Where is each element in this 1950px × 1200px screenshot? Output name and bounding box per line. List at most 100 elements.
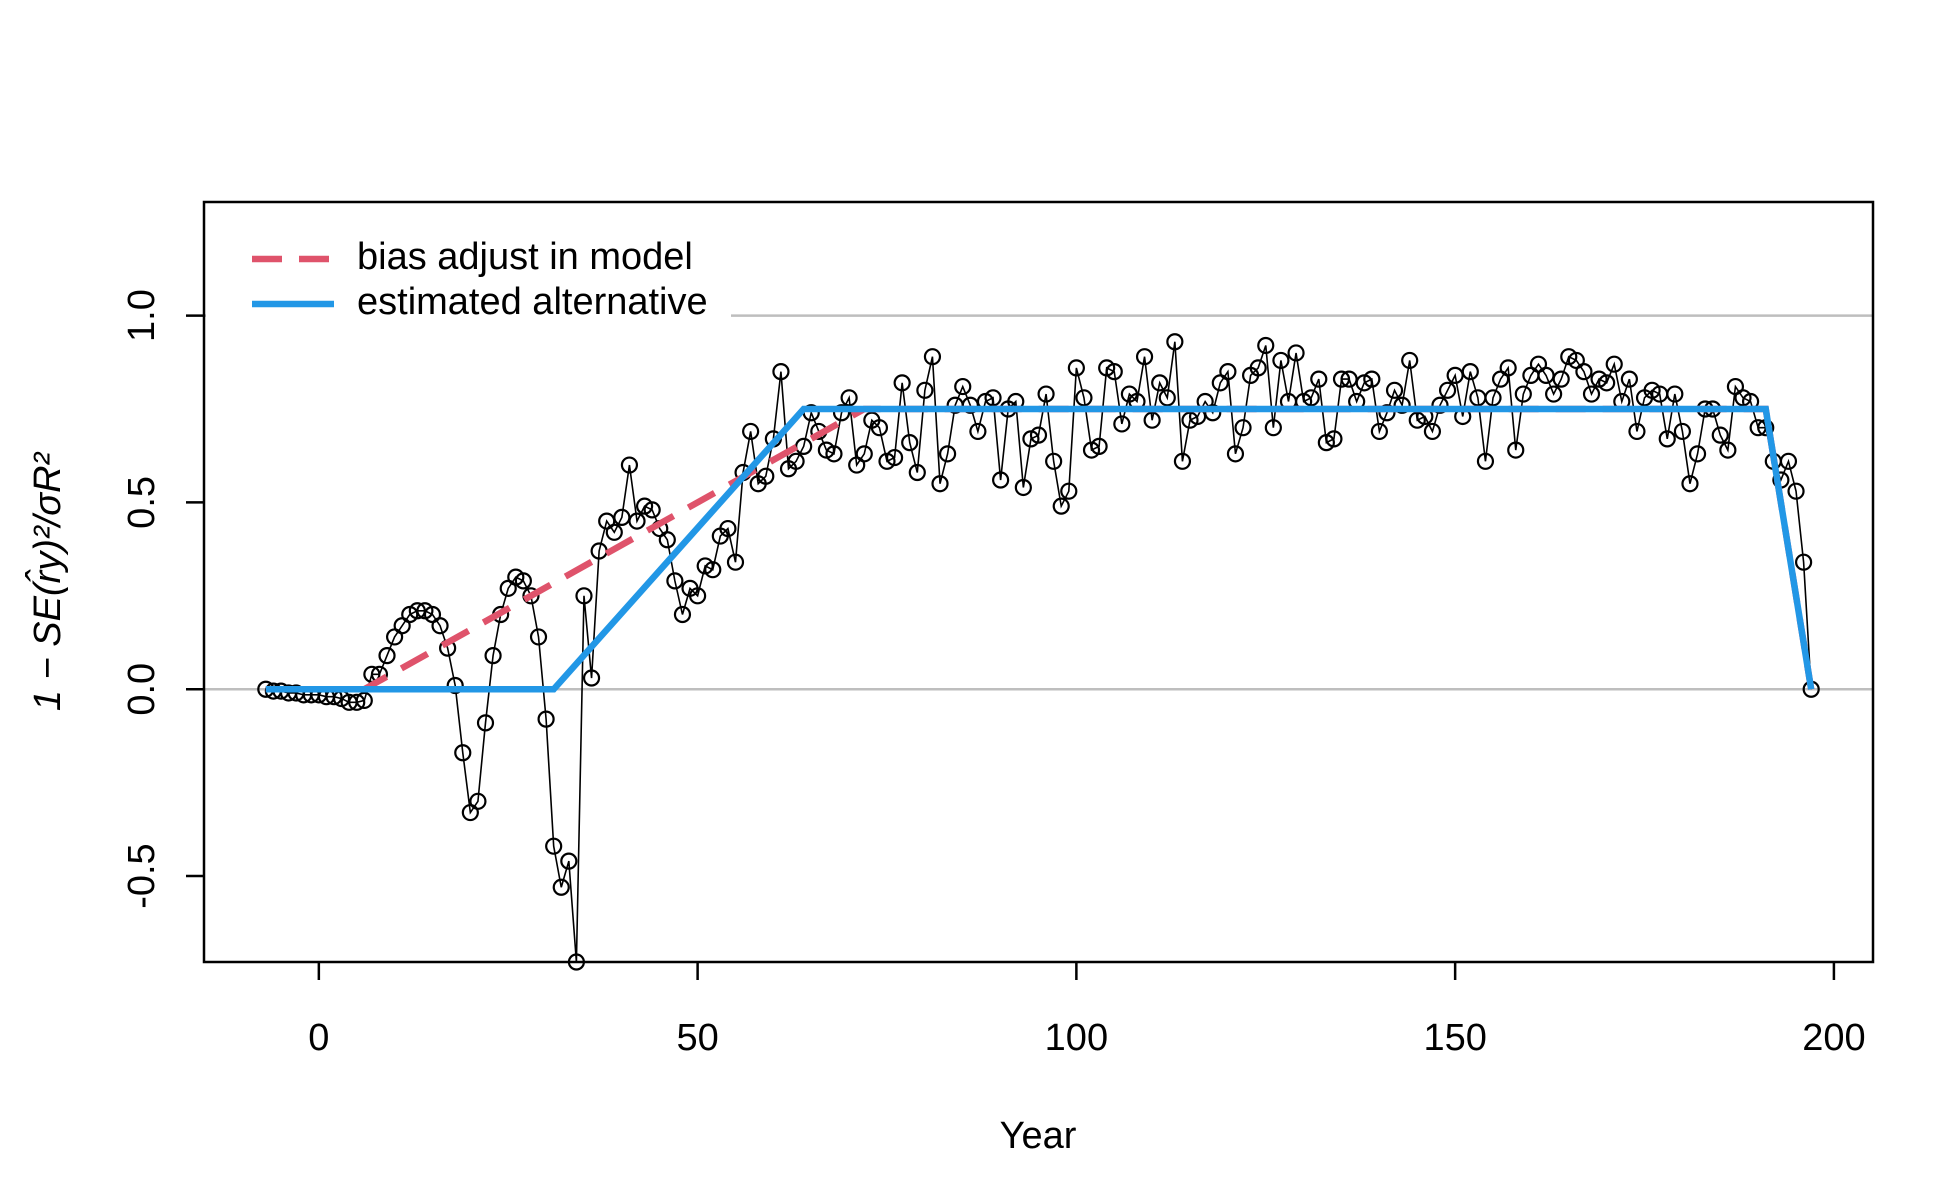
point bbox=[825, 445, 843, 463]
point bbox=[446, 676, 464, 695]
point bbox=[1370, 422, 1388, 441]
point bbox=[885, 448, 904, 467]
point bbox=[855, 445, 873, 463]
point bbox=[476, 714, 495, 732]
point bbox=[1204, 404, 1222, 422]
point bbox=[620, 456, 639, 474]
point bbox=[992, 471, 1010, 489]
y-tick-label: 1.0 bbox=[121, 289, 163, 342]
point bbox=[1363, 370, 1381, 388]
point bbox=[916, 381, 934, 399]
point bbox=[1158, 389, 1176, 407]
point bbox=[1151, 374, 1169, 392]
point bbox=[537, 710, 555, 728]
point bbox=[1332, 370, 1351, 388]
point bbox=[1658, 430, 1676, 448]
point bbox=[1431, 396, 1449, 414]
x-tick-label: 150 bbox=[1423, 1017, 1486, 1059]
point bbox=[1143, 411, 1161, 429]
point bbox=[1385, 381, 1404, 399]
point bbox=[1795, 553, 1813, 571]
point bbox=[1620, 370, 1638, 388]
point bbox=[1287, 344, 1305, 362]
point bbox=[1476, 452, 1495, 470]
point bbox=[1045, 452, 1063, 470]
y-tick-label: -0.5 bbox=[121, 843, 163, 908]
point bbox=[514, 572, 532, 590]
point bbox=[1037, 385, 1055, 403]
point bbox=[1310, 370, 1328, 388]
x-tick-label: 200 bbox=[1802, 1017, 1865, 1059]
point bbox=[628, 512, 646, 530]
point bbox=[840, 389, 858, 407]
point bbox=[658, 531, 676, 549]
point bbox=[1514, 385, 1532, 403]
point bbox=[1499, 359, 1517, 377]
point bbox=[1234, 419, 1252, 437]
x-tick-label: 100 bbox=[1045, 1017, 1108, 1059]
point bbox=[1257, 336, 1275, 355]
point bbox=[772, 363, 790, 381]
x-axis-label: Year bbox=[1000, 1115, 1077, 1157]
point bbox=[454, 744, 472, 762]
point bbox=[954, 377, 972, 396]
point bbox=[1598, 374, 1616, 392]
point bbox=[348, 693, 366, 711]
point bbox=[719, 519, 737, 538]
point bbox=[1552, 370, 1570, 388]
point bbox=[643, 501, 661, 519]
series-line bbox=[265, 405, 1815, 693]
point bbox=[1423, 422, 1442, 441]
point bbox=[1029, 426, 1048, 444]
point bbox=[1605, 355, 1623, 373]
point bbox=[1052, 497, 1070, 515]
point bbox=[870, 419, 889, 437]
legend-label: estimated alternative bbox=[357, 281, 708, 323]
point bbox=[969, 422, 987, 441]
point bbox=[1325, 430, 1343, 448]
point bbox=[938, 445, 957, 463]
point bbox=[931, 475, 949, 493]
point bbox=[901, 434, 919, 452]
point bbox=[832, 404, 851, 422]
point bbox=[431, 617, 449, 635]
y-tick-label: 0.5 bbox=[121, 476, 163, 529]
point bbox=[575, 587, 593, 605]
point bbox=[1219, 363, 1237, 381]
point bbox=[1378, 404, 1396, 422]
point bbox=[1173, 452, 1192, 470]
point bbox=[1249, 359, 1267, 377]
point bbox=[893, 374, 911, 392]
x-tick-label: 0 bbox=[308, 1017, 329, 1059]
point bbox=[1393, 396, 1411, 414]
point bbox=[1507, 441, 1525, 459]
point bbox=[545, 837, 563, 855]
point bbox=[757, 467, 775, 485]
point bbox=[1302, 389, 1320, 407]
point bbox=[1545, 385, 1563, 403]
point bbox=[1484, 389, 1502, 407]
point bbox=[1438, 381, 1457, 399]
point bbox=[1582, 385, 1601, 403]
point bbox=[1681, 475, 1699, 493]
point bbox=[1226, 445, 1245, 463]
connecting-line bbox=[265, 341, 1812, 963]
point bbox=[1113, 415, 1131, 433]
point bbox=[689, 587, 707, 605]
point bbox=[1090, 437, 1108, 455]
point bbox=[355, 691, 373, 710]
point bbox=[605, 523, 623, 541]
point bbox=[908, 463, 926, 482]
point bbox=[469, 792, 487, 810]
point bbox=[1787, 482, 1805, 500]
point bbox=[1575, 363, 1593, 381]
point bbox=[984, 389, 1002, 407]
point bbox=[742, 422, 760, 441]
point bbox=[923, 348, 942, 366]
y-tick-label: 0.0 bbox=[121, 663, 163, 716]
point bbox=[582, 669, 601, 687]
point bbox=[1666, 385, 1684, 403]
series-line bbox=[265, 405, 1815, 693]
point bbox=[1719, 441, 1737, 459]
